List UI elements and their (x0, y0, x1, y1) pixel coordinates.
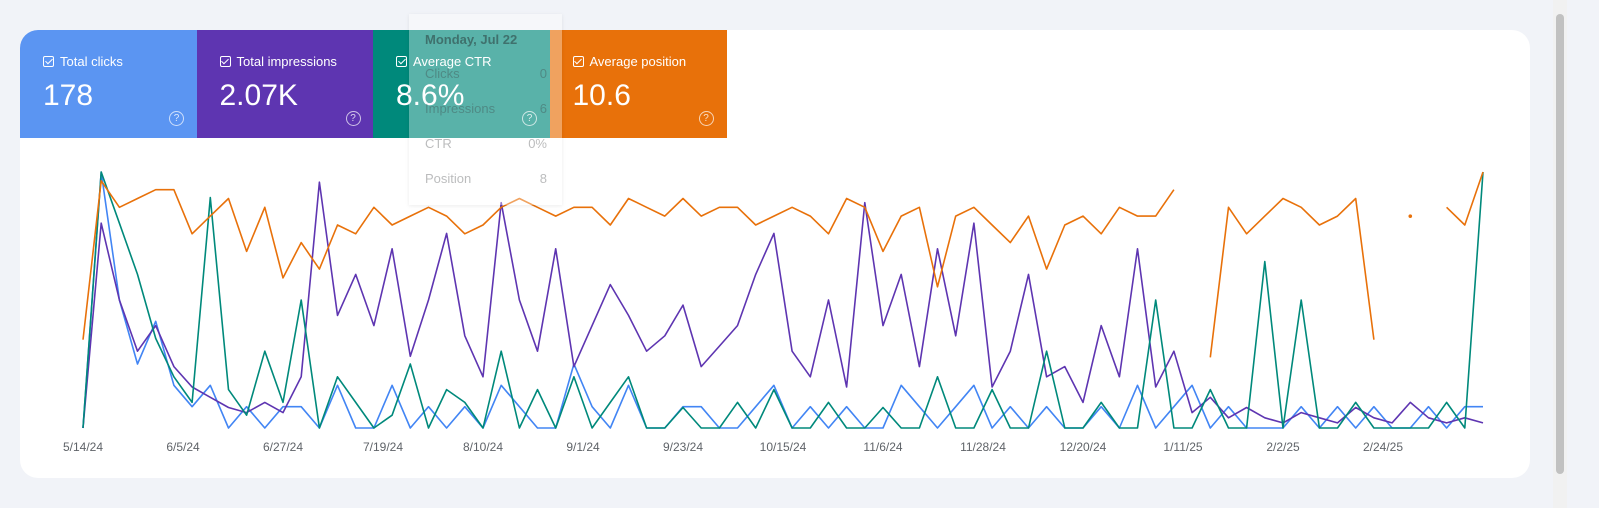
tooltip-value: 6 (539, 101, 547, 116)
performance-panel: Total clicks 178? Total impressions 2.07K? A… (20, 30, 1530, 478)
series-line (82, 180, 1175, 340)
tooltip-label: Impressions (425, 101, 496, 116)
x-tick-label: 10/15/24 (760, 440, 807, 454)
help-icon[interactable]: ? (169, 111, 184, 126)
tooltip-label: Clicks (425, 66, 460, 81)
tooltip-row: CTR 0% (425, 136, 547, 151)
x-tick-label: 8/10/24 (463, 440, 503, 454)
scorecard[interactable]: Average position 10.6? (549, 30, 727, 138)
scorecard[interactable]: Total impressions 2.07K? (196, 30, 374, 138)
scorecard-total: 178 (43, 79, 94, 112)
scorecard-name: Total impressions (236, 54, 337, 69)
x-tick-label: 9/23/24 (663, 440, 703, 454)
x-tick-label: 1/11/25 (1163, 440, 1202, 454)
scorecard-header: Average CTR (396, 54, 550, 69)
tooltip-value: 0% (528, 136, 547, 151)
x-tick-label: 11/6/24 (863, 440, 902, 454)
tooltip-date: Monday, Jul 22 (425, 32, 518, 47)
x-tick-label: 2/2/25 (1266, 440, 1300, 454)
scrollbar[interactable] (1553, 0, 1567, 508)
tooltip-label: CTR (425, 136, 452, 151)
tooltip-label: Position (425, 171, 472, 186)
scorecard[interactable]: Average CTR 8.6%? (373, 30, 550, 138)
series-line (82, 171, 1484, 429)
series-point (1408, 214, 1413, 218)
help-icon[interactable]: ? (698, 111, 714, 126)
scorecard-total: 8.6% (396, 79, 465, 112)
x-tick-label: 9/1/24 (566, 440, 600, 454)
tooltip-row: Clicks 0 (425, 66, 547, 81)
series-line (1446, 171, 1484, 226)
x-tick-label: 5/14/24 (63, 440, 103, 454)
series-line (82, 171, 1483, 429)
scrollbar-thumb[interactable] (1556, 14, 1564, 474)
x-tick-label: 6/5/24 (166, 440, 200, 454)
checkbox[interactable] (219, 56, 231, 67)
tooltip-row: Position 8 (425, 171, 547, 186)
chart: 5/14/24 6/5/24 6/27/24 7/19/24 8/10/24 9/1/24… (63, 171, 1484, 454)
checkbox[interactable] (396, 56, 407, 67)
scorecard-name: Average CTR (413, 54, 492, 69)
scorecard[interactable]: Total clicks 178? (20, 30, 197, 138)
help-icon[interactable]: ? (345, 111, 361, 126)
x-tick-label: 6/27/24 (263, 440, 303, 454)
scorecard-header: Average position (572, 54, 727, 69)
tooltip: Monday, Jul 22 Clicks 0 Impressions 6 CTR 0% P… (409, 14, 562, 205)
checkbox[interactable] (43, 56, 54, 67)
series-line (82, 181, 1484, 429)
checkbox[interactable] (572, 56, 584, 67)
series-line (1209, 197, 1375, 358)
tooltip-row: Impressions 6 (425, 101, 547, 116)
x-tick-label: 12/20/24 (1060, 440, 1107, 454)
x-tick-label: 2/24/25 (1363, 440, 1403, 454)
scorecard-header: Total clicks (43, 54, 197, 69)
scorecard-name: Total clicks (60, 54, 123, 69)
scorecard-header: Total impressions (219, 54, 374, 69)
scorecard-total: 10.6 (572, 79, 631, 112)
help-icon[interactable]: ? (522, 111, 537, 126)
tooltip-value: 0 (539, 66, 547, 81)
x-tick-label: 11/28/24 (960, 440, 1006, 454)
scorecard-name: Average position (589, 54, 687, 69)
x-tick-label: 7/19/24 (363, 440, 403, 454)
scorecard-total: 2.07K (219, 79, 298, 112)
tooltip-value: 8 (539, 171, 547, 186)
